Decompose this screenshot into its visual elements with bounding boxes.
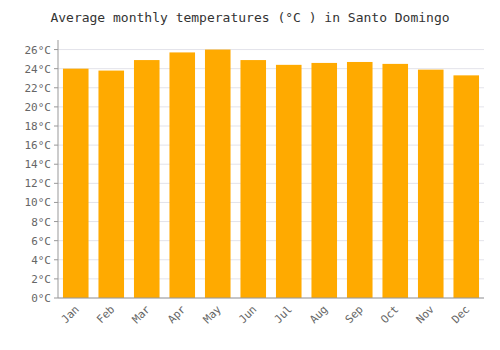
y-tick	[54, 183, 58, 184]
x-tick-label: Jun	[236, 303, 259, 326]
grid-line	[58, 49, 484, 50]
x-tick-label: Apr	[165, 303, 189, 327]
bars	[63, 50, 479, 298]
chart-title: Average monthly temperatures (°C ) in Sa…	[50, 10, 449, 25]
x-tick-label: Mar	[130, 303, 154, 327]
y-tick-label: 20°C	[25, 101, 52, 114]
y-tick-label: 8°C	[31, 216, 51, 229]
y-tick-label: 22°C	[25, 82, 52, 95]
x-tick-label: Jul	[272, 303, 295, 326]
x-tick-label: Jan	[59, 303, 82, 326]
bar	[63, 69, 89, 298]
x-tick-label: Feb	[94, 303, 117, 326]
y-tick	[54, 126, 58, 127]
y-tick	[54, 145, 58, 146]
y-tick	[54, 49, 58, 50]
grid-line	[58, 68, 484, 69]
grid-line	[58, 298, 484, 299]
y-tick	[54, 259, 58, 260]
y-tick	[54, 164, 58, 165]
x-tick-label: Dec	[449, 303, 472, 326]
y-tick-label: 18°C	[25, 120, 52, 133]
bar	[169, 52, 195, 298]
y-tick-label: 26°C	[25, 44, 52, 57]
y-tick-label: 14°C	[25, 158, 52, 171]
x-tick-label: Sep	[343, 303, 366, 326]
x-tick-label: Nov	[414, 303, 438, 327]
bar	[134, 60, 160, 298]
y-tick-label: 4°C	[31, 254, 51, 267]
y-tick	[54, 278, 58, 279]
y-tick	[54, 202, 58, 203]
y-tick	[54, 298, 58, 299]
y-tick	[54, 87, 58, 88]
bar	[240, 60, 266, 298]
bar	[311, 63, 337, 298]
bar	[98, 71, 124, 298]
bar	[347, 62, 373, 298]
y-tick-label: 6°C	[31, 235, 51, 248]
y-tick-label: 16°C	[25, 139, 52, 152]
grid	[58, 50, 484, 298]
bar	[418, 70, 444, 298]
chart-svg: Average monthly temperatures (°C ) in Sa…	[0, 0, 500, 350]
y-tick	[54, 106, 58, 107]
y-tick	[54, 221, 58, 222]
y-tick-label: 0°C	[31, 292, 51, 305]
x-axis-line	[58, 298, 484, 299]
y-axis: 0°C 2°C 4°C 6°C 8°C 10°C 12°C 14°C 16°C 18°C 20°C 2…	[25, 40, 59, 305]
y-tick	[54, 240, 58, 241]
x-tick-label: Oct	[378, 303, 401, 326]
x-tick-label: May	[201, 303, 225, 327]
bar	[382, 64, 408, 298]
bar	[205, 50, 231, 298]
y-axis-line	[58, 40, 59, 298]
y-tick-label: 2°C	[31, 273, 51, 286]
bar	[453, 75, 479, 298]
y-tick	[54, 68, 58, 69]
x-tick-label: Aug	[307, 303, 330, 326]
y-tick-label: 12°C	[25, 177, 52, 190]
y-tick-label: 24°C	[25, 63, 52, 76]
bar	[276, 65, 302, 298]
x-axis: Jan Feb Mar Apr May Jun Jul Aug Sep Oct Nov Dec	[58, 298, 484, 326]
chart-container: Average monthly temperatures (°C ) in Sa…	[0, 0, 500, 350]
y-tick-label: 10°C	[25, 196, 52, 209]
